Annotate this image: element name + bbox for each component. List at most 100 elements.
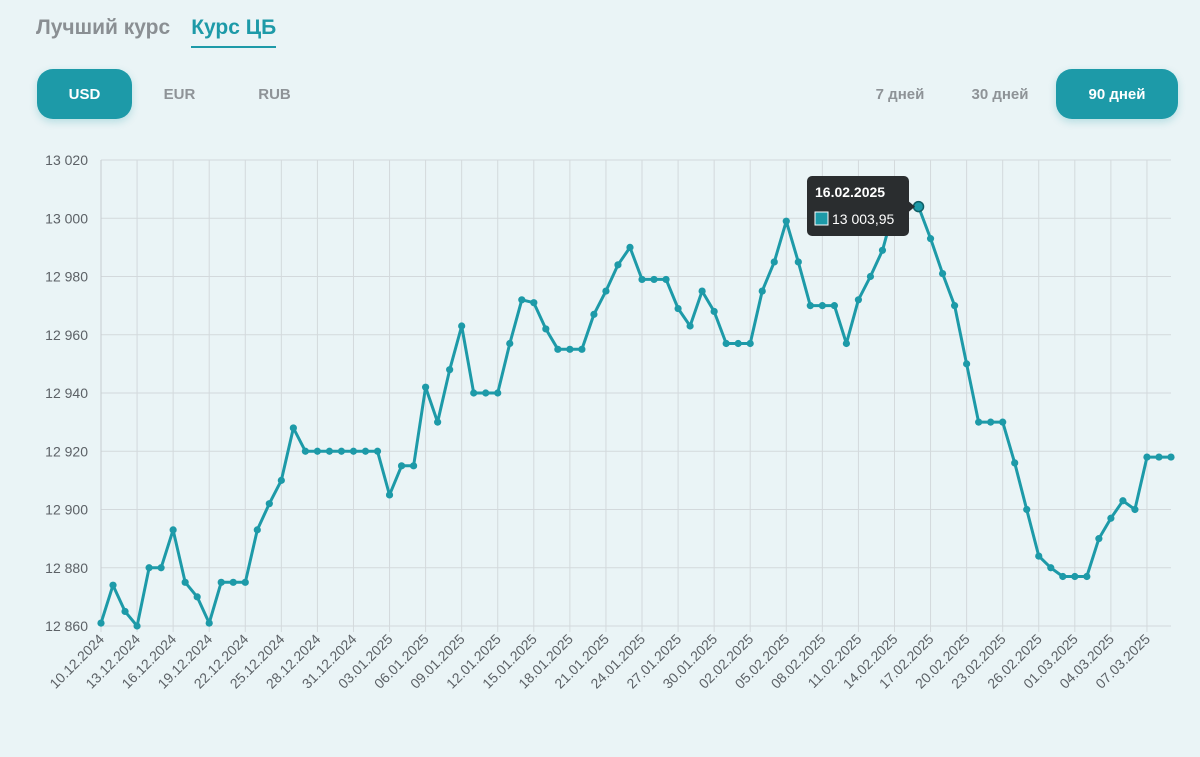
data-point[interactable]	[361, 447, 370, 455]
data-point[interactable]	[878, 246, 887, 254]
tab-cb-rate[interactable]: Курс ЦБ	[191, 14, 277, 48]
data-point[interactable]	[530, 299, 538, 307]
data-point[interactable]	[602, 287, 610, 295]
data-point[interactable]	[434, 418, 442, 426]
data-point[interactable]	[506, 339, 514, 348]
data-point[interactable]	[722, 339, 730, 348]
data-point[interactable]	[97, 619, 105, 627]
period-30-days-button[interactable]: 30 дней	[971, 85, 1029, 103]
data-point[interactable]	[938, 269, 947, 278]
data-point[interactable]	[422, 383, 430, 391]
data-point[interactable]	[458, 322, 466, 330]
highlighted-data-point[interactable]	[912, 200, 925, 213]
data-point[interactable]	[157, 564, 165, 572]
data-point[interactable]	[818, 302, 826, 310]
data-point[interactable]	[313, 447, 322, 455]
data-point[interactable]	[169, 526, 177, 534]
data-point[interactable]	[181, 578, 189, 586]
data-point[interactable]	[710, 307, 718, 316]
data-point[interactable]	[554, 345, 562, 353]
data-point[interactable]	[746, 339, 754, 348]
data-point[interactable]	[806, 302, 814, 310]
data-point[interactable]	[950, 302, 959, 310]
data-point[interactable]	[542, 325, 550, 333]
data-point[interactable]	[1119, 497, 1127, 505]
data-point[interactable]	[842, 339, 850, 348]
data-point[interactable]	[1083, 572, 1091, 581]
data-point[interactable]	[866, 272, 875, 281]
data-point[interactable]	[193, 593, 201, 601]
data-point[interactable]	[325, 447, 334, 455]
data-point[interactable]	[289, 424, 297, 432]
period-90-days-button[interactable]: 90 дней	[1056, 69, 1178, 119]
data-point[interactable]	[494, 389, 502, 397]
data-point[interactable]	[662, 275, 670, 284]
data-point[interactable]	[397, 462, 406, 470]
data-point[interactable]	[253, 526, 261, 534]
data-point[interactable]	[650, 275, 658, 284]
period-7-days-button[interactable]: 7 дней	[875, 85, 925, 103]
data-point[interactable]	[698, 287, 706, 295]
data-point[interactable]	[205, 619, 213, 627]
data-point[interactable]	[638, 275, 646, 284]
data-point[interactable]	[614, 261, 622, 269]
data-point[interactable]	[109, 581, 117, 589]
data-point[interactable]	[518, 296, 526, 304]
data-point[interactable]	[409, 462, 418, 470]
data-point[interactable]	[482, 389, 490, 397]
data-point[interactable]	[987, 418, 995, 426]
data-point[interactable]	[1143, 453, 1151, 461]
data-point[interactable]	[578, 345, 586, 353]
data-point[interactable]	[734, 339, 742, 348]
data-point[interactable]	[121, 607, 129, 616]
data-point[interactable]	[1167, 453, 1175, 461]
data-point[interactable]	[1095, 535, 1103, 543]
data-point[interactable]	[1155, 453, 1163, 461]
data-point[interactable]	[626, 243, 634, 251]
data-point[interactable]	[265, 500, 273, 508]
data-point[interactable]	[758, 287, 766, 295]
chart-tooltip: 16.02.2025 13 003,95	[807, 176, 915, 236]
data-point[interactable]	[975, 418, 983, 426]
data-point[interactable]	[999, 418, 1007, 426]
data-point[interactable]	[1023, 505, 1031, 514]
data-point[interactable]	[337, 447, 346, 455]
data-point[interactable]	[1107, 514, 1115, 522]
data-point[interactable]	[277, 476, 285, 484]
data-point[interactable]	[590, 310, 598, 318]
data-point[interactable]	[566, 345, 574, 353]
data-point[interactable]	[241, 578, 249, 586]
data-point[interactable]	[770, 258, 778, 266]
data-point[interactable]	[686, 322, 694, 330]
data-point[interactable]	[854, 296, 863, 304]
data-point[interactable]	[446, 366, 454, 374]
data-point[interactable]	[145, 564, 153, 572]
data-point[interactable]	[349, 447, 358, 455]
currency-rub-button[interactable]: RUB	[258, 85, 291, 103]
data-point[interactable]	[1011, 459, 1019, 467]
data-point[interactable]	[470, 389, 478, 397]
data-point[interactable]	[373, 447, 382, 455]
data-point[interactable]	[133, 622, 141, 630]
data-point[interactable]	[1047, 564, 1055, 572]
y-tick-label: 12 920	[45, 443, 88, 459]
data-point[interactable]	[782, 217, 790, 225]
currency-usd-button[interactable]: USD	[37, 69, 132, 119]
data-point[interactable]	[385, 491, 394, 499]
y-tick-label: 12 940	[45, 385, 88, 401]
data-point[interactable]	[1131, 505, 1139, 514]
data-point[interactable]	[830, 302, 838, 310]
data-point[interactable]	[926, 235, 935, 243]
currency-eur-button[interactable]: EUR	[163, 85, 196, 103]
data-point[interactable]	[1035, 552, 1043, 560]
data-point[interactable]	[229, 578, 237, 586]
data-point[interactable]	[794, 258, 802, 266]
data-point[interactable]	[674, 304, 682, 313]
data-point[interactable]	[1059, 572, 1067, 581]
data-point[interactable]	[1071, 572, 1079, 581]
tab-best-rate[interactable]: Лучший курс	[36, 16, 171, 39]
data-point[interactable]	[217, 578, 225, 586]
data-point[interactable]	[301, 447, 309, 455]
data-point[interactable]	[963, 360, 971, 368]
